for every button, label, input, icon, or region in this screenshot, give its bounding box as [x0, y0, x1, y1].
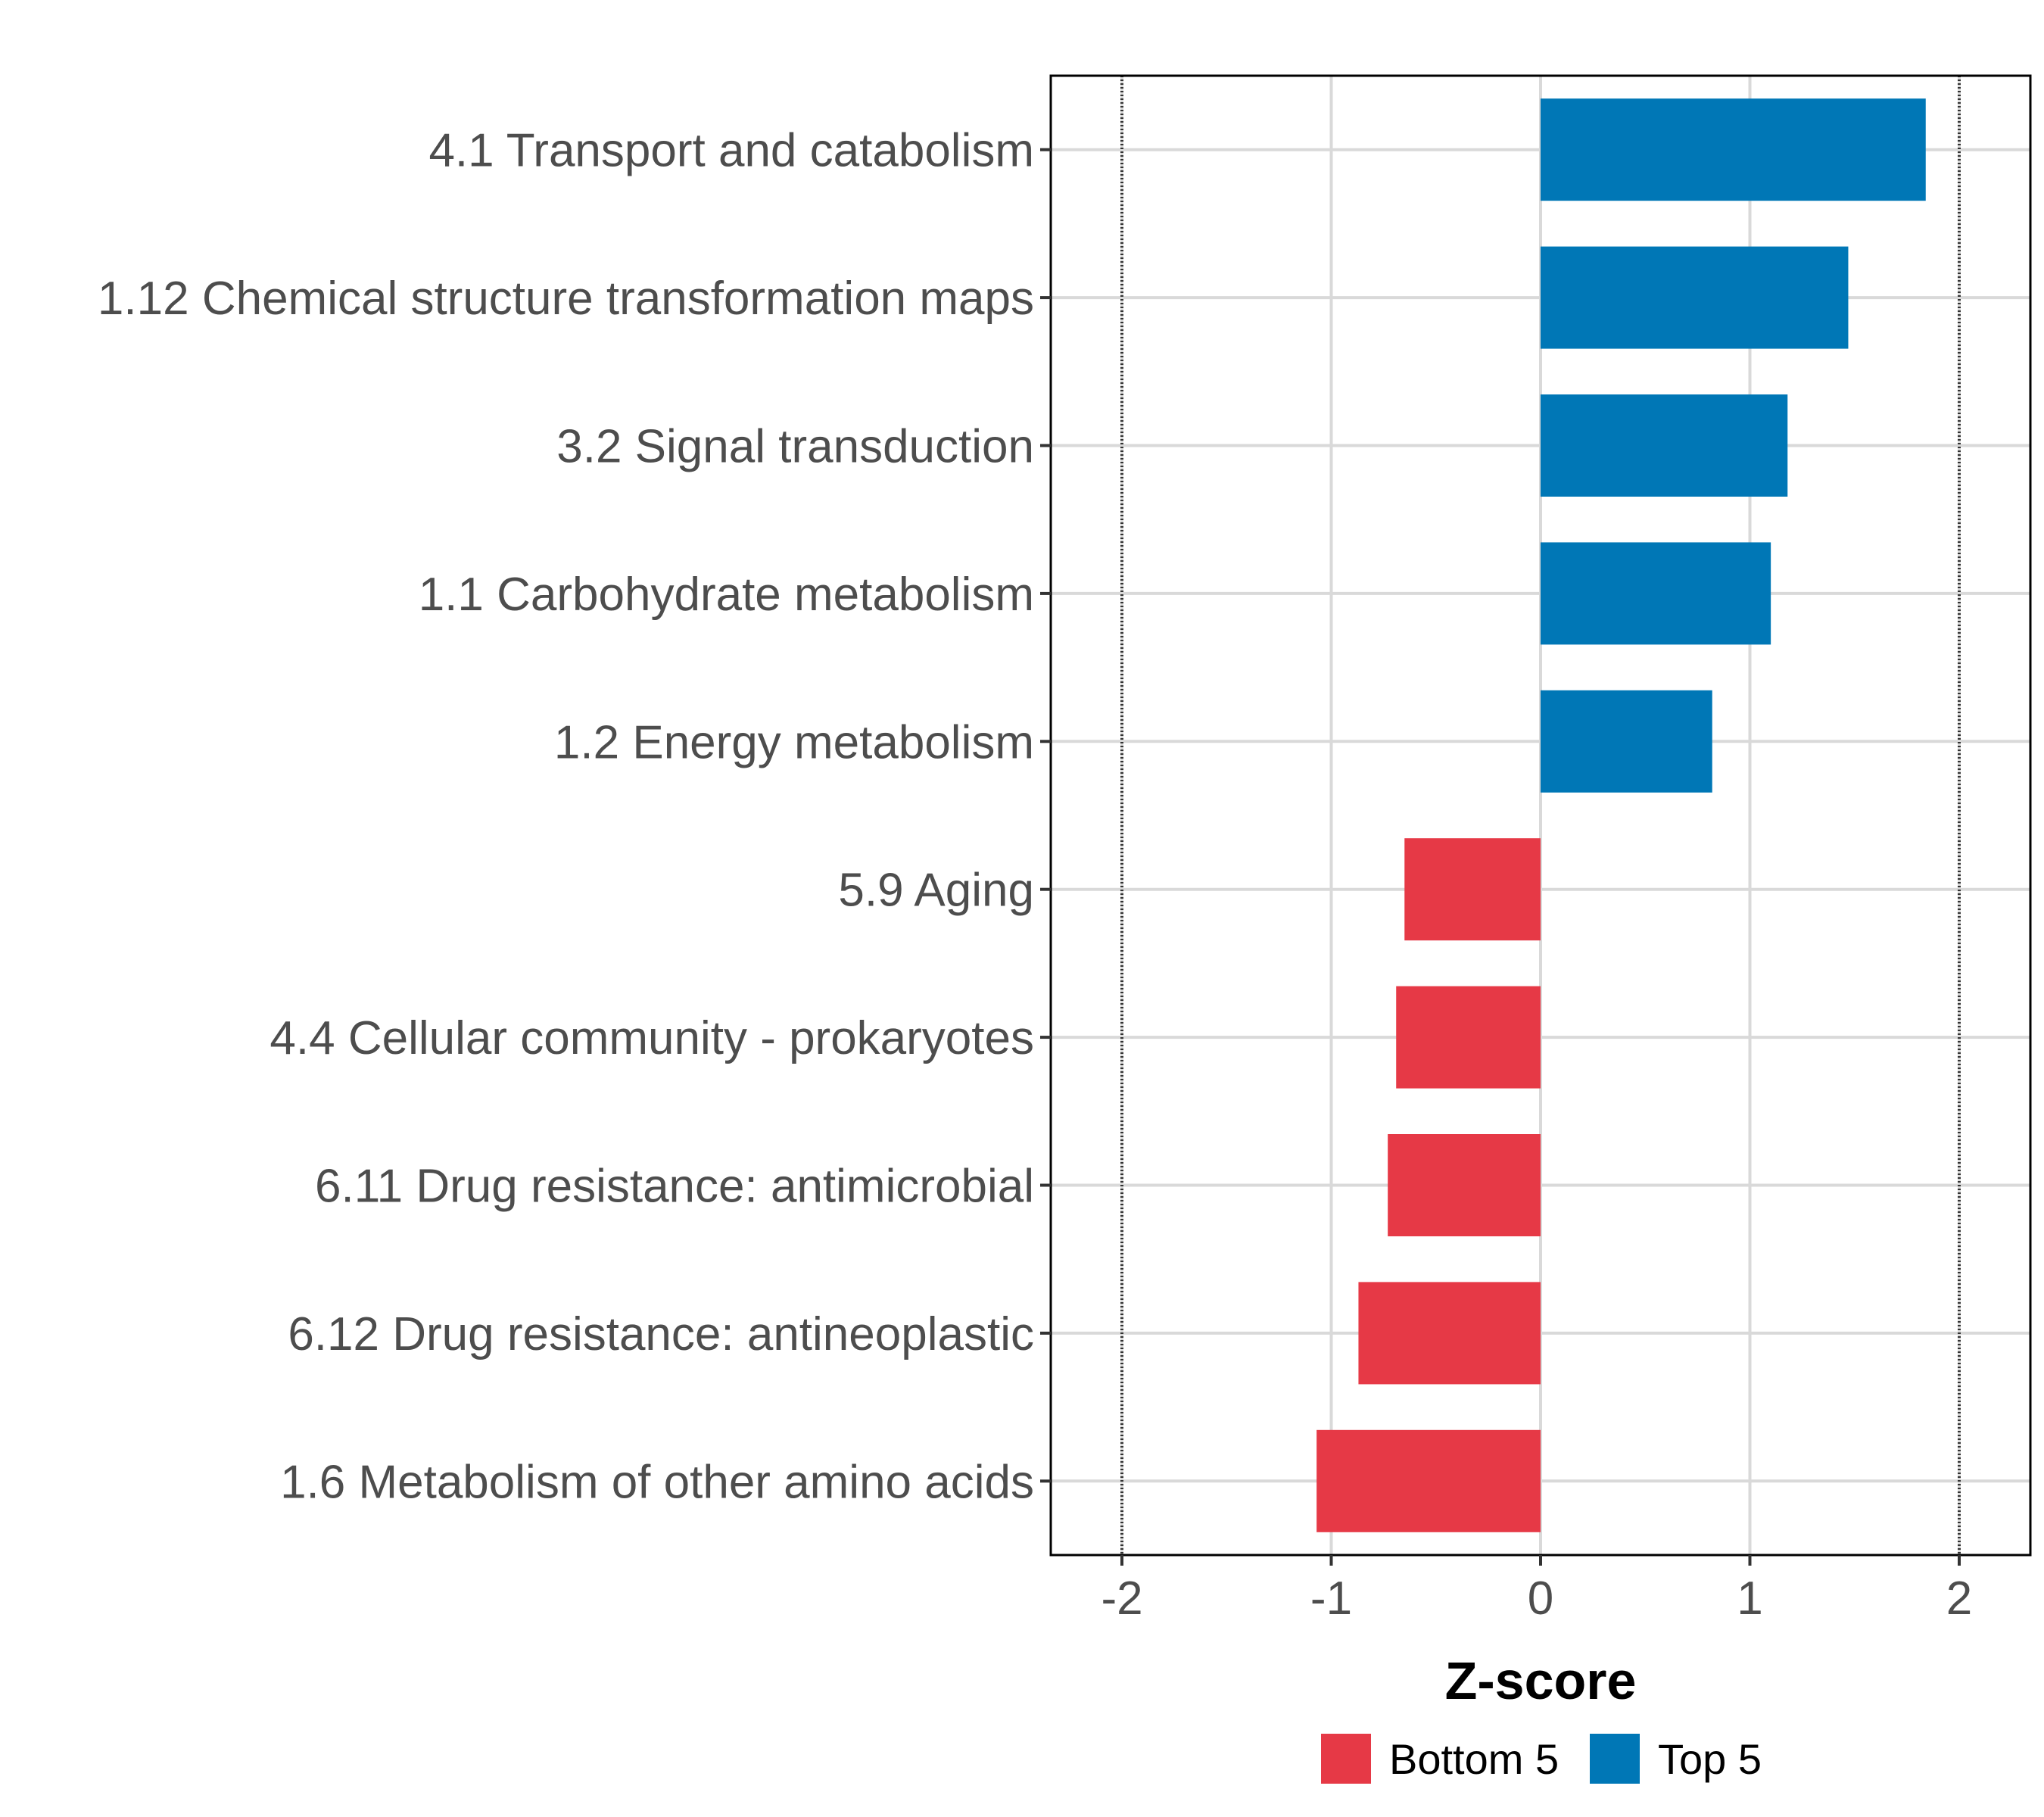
category-label: 4.4 Cellular community - prokaryotes [270, 1012, 1034, 1064]
bar-bottom-9 [1358, 1282, 1541, 1385]
bar-top-5 [1541, 690, 1712, 793]
legend-swatch-top-5 [1590, 1734, 1640, 1784]
legend: Bottom 5 Top 5 [1321, 1734, 1762, 1784]
x-axis: -2 -1 0 1 2 [1101, 1555, 1972, 1625]
x-tick-label: 0 [1528, 1572, 1553, 1625]
bar-bottom-7 [1396, 986, 1541, 1089]
bar-top-4 [1541, 542, 1771, 645]
reference-lines [1120, 76, 1961, 1555]
category-label: 6.12 Drug resistance: antineoplastic [288, 1308, 1034, 1360]
bar-top-3 [1541, 394, 1788, 497]
category-label: 4.1 Transport and catabolism [428, 125, 1034, 177]
legend-label: Top 5 [1658, 1735, 1762, 1783]
x-tick-label: -2 [1101, 1572, 1142, 1625]
bar-bottom-8 [1388, 1134, 1541, 1236]
bar-bottom-10 [1316, 1429, 1541, 1532]
category-label: 6.11 Drug resistance: antimicrobial [315, 1161, 1034, 1213]
category-label: 1.12 Chemical structure transformation m… [98, 273, 1034, 325]
x-tick-label: -1 [1310, 1572, 1352, 1625]
bar-top-2 [1541, 246, 1849, 349]
legend-label: Bottom 5 [1389, 1735, 1559, 1783]
category-label: 1.2 Energy metabolism [554, 716, 1034, 768]
bar-bottom-6 [1404, 838, 1541, 941]
category-axis: 4.1 Transport and catabolism 1.12 Chemica… [98, 125, 1051, 1508]
category-label: 3.2 Signal transduction [556, 421, 1034, 473]
x-tick-label: 2 [1946, 1572, 1972, 1625]
category-label: 1.6 Metabolism of other amino acids [280, 1456, 1034, 1508]
x-tick-label: 1 [1737, 1572, 1762, 1625]
x-axis-title: Z-score [1445, 1651, 1637, 1710]
legend-swatch-bottom-5 [1321, 1734, 1371, 1784]
category-label: 1.1 Carbohydrate metabolism [419, 569, 1034, 621]
category-label: 5.9 Aging [838, 865, 1034, 917]
bars [1316, 98, 1926, 1532]
bar-top-1 [1541, 98, 1926, 201]
